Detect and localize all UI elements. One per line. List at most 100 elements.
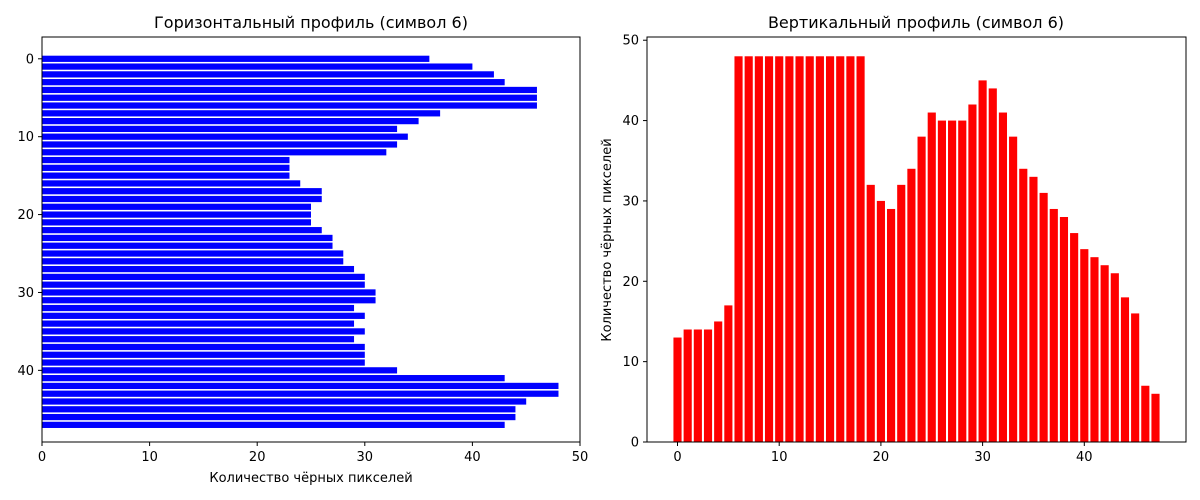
bar bbox=[988, 88, 997, 442]
bar bbox=[42, 180, 301, 187]
bar bbox=[42, 242, 333, 249]
bar bbox=[917, 136, 926, 442]
bar bbox=[42, 250, 344, 257]
bar bbox=[42, 79, 505, 86]
bar bbox=[42, 227, 322, 234]
bar bbox=[42, 273, 365, 280]
bar bbox=[42, 172, 290, 179]
bar bbox=[1151, 393, 1160, 442]
bar bbox=[42, 110, 441, 117]
bar bbox=[1049, 208, 1058, 442]
bar bbox=[42, 281, 365, 288]
x-tick-label: 30 bbox=[357, 450, 374, 465]
bar bbox=[42, 265, 355, 273]
y-tick-label: 0 bbox=[631, 436, 639, 451]
bar bbox=[42, 133, 408, 140]
bar bbox=[998, 112, 1008, 443]
bar bbox=[42, 141, 398, 148]
bar bbox=[42, 219, 311, 226]
bar bbox=[744, 56, 753, 443]
x-tick-label: 10 bbox=[771, 450, 788, 465]
bar bbox=[1141, 385, 1150, 442]
chart-title: Горизонтальный профиль (символ 6) bbox=[154, 13, 468, 32]
x-tick-label: 10 bbox=[141, 450, 158, 465]
y-tick-label: 50 bbox=[622, 34, 639, 49]
bar bbox=[42, 375, 505, 382]
bar bbox=[42, 421, 505, 428]
bar bbox=[1039, 192, 1048, 442]
bar bbox=[42, 164, 290, 171]
bar bbox=[42, 359, 365, 366]
bar bbox=[927, 112, 936, 443]
x-tick-label: 0 bbox=[38, 450, 46, 465]
bar bbox=[754, 56, 763, 443]
bar bbox=[785, 56, 794, 443]
bar bbox=[1100, 265, 1109, 442]
bar bbox=[42, 63, 473, 70]
bar bbox=[795, 56, 804, 443]
bar bbox=[978, 80, 987, 443]
bar bbox=[846, 56, 855, 443]
bar bbox=[825, 56, 835, 443]
bar bbox=[1090, 257, 1099, 442]
bar bbox=[42, 211, 311, 218]
bar bbox=[1131, 313, 1140, 442]
bar bbox=[897, 184, 906, 442]
y-tick-label: 10 bbox=[622, 355, 639, 370]
bar bbox=[42, 289, 376, 296]
bar bbox=[42, 382, 559, 390]
bar bbox=[42, 118, 419, 125]
horizontal-profile-chart: Горизонтальный профиль (символ 6) 0 10 20 3… bbox=[17, 13, 588, 486]
bar bbox=[42, 102, 537, 109]
bar bbox=[42, 297, 376, 304]
y-tick-label: 20 bbox=[17, 208, 34, 223]
y-tick-label: 40 bbox=[622, 114, 639, 129]
bar bbox=[42, 125, 398, 133]
bar bbox=[703, 329, 713, 442]
bar bbox=[42, 86, 537, 94]
bar bbox=[958, 120, 967, 443]
chart-title: Вертикальный профиль (символ 6) bbox=[768, 13, 1064, 32]
y-tick-label: 30 bbox=[622, 194, 639, 209]
bar bbox=[42, 195, 322, 203]
bar bbox=[693, 329, 702, 442]
bar bbox=[1019, 168, 1028, 443]
bar bbox=[42, 343, 365, 351]
y-tick-label: 10 bbox=[17, 130, 34, 145]
bar bbox=[1080, 249, 1089, 442]
bar bbox=[1059, 217, 1069, 442]
bar bbox=[1070, 233, 1079, 442]
bar bbox=[42, 413, 516, 421]
bar bbox=[856, 56, 865, 443]
bar bbox=[42, 234, 333, 242]
bar bbox=[764, 56, 774, 443]
y-axis-label: Количество чёрных пикселей bbox=[600, 138, 615, 341]
bar bbox=[907, 168, 916, 443]
bar bbox=[887, 208, 896, 442]
x-tick-label: 30 bbox=[974, 450, 991, 465]
bar bbox=[866, 184, 875, 442]
y-tick-label: 20 bbox=[622, 275, 639, 290]
x-tick-label: 20 bbox=[873, 450, 890, 465]
bar bbox=[724, 305, 733, 442]
bar bbox=[42, 304, 355, 312]
vertical-profile-chart: Вертикальный профиль (символ 6) 0 10 20 30 4… bbox=[600, 13, 1187, 465]
bar bbox=[836, 56, 845, 443]
bar bbox=[815, 56, 824, 443]
bar bbox=[1009, 136, 1018, 442]
x-tick-label: 20 bbox=[249, 450, 266, 465]
y-tick-label: 0 bbox=[26, 52, 34, 67]
x-tick-label: 0 bbox=[673, 450, 681, 465]
x-tick-label: 50 bbox=[572, 450, 589, 465]
plot-frame bbox=[41, 36, 581, 443]
bar bbox=[1120, 297, 1130, 442]
bar bbox=[42, 94, 537, 101]
bar bbox=[42, 71, 494, 78]
plot-frame bbox=[646, 36, 1187, 443]
bar bbox=[876, 200, 885, 442]
bar bbox=[968, 104, 977, 442]
bar bbox=[42, 390, 559, 397]
bar bbox=[42, 398, 527, 405]
bar bbox=[683, 329, 692, 442]
